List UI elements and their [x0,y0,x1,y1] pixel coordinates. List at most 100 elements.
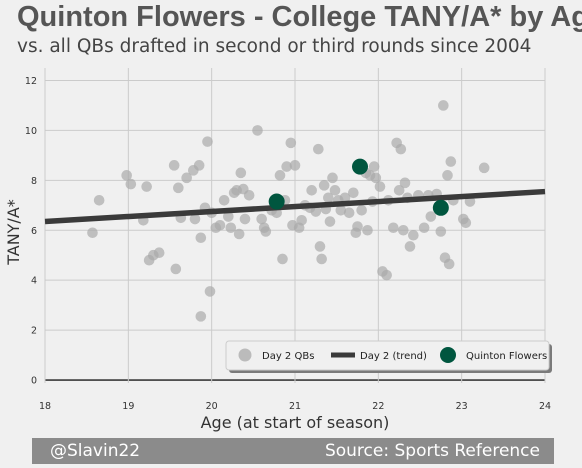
day2-qb-point [168,160,180,171]
chart-subtitle: vs. all QBs drafted in second or third r… [17,36,532,57]
day2-qb-point [181,172,192,184]
day2-qb-point [274,170,286,181]
day2-qb-point [195,311,207,322]
day2-qb-point [339,192,351,204]
data-points [87,100,490,322]
day2-qb-point [370,172,382,184]
y-tick-label: 8 [31,176,37,187]
legend-label-flowers: Quinton Flowers [466,351,547,362]
day2-qb-point [395,143,407,155]
day2-qb-point [348,187,359,199]
footer-credit: @Slavin22 [50,441,141,461]
flowers-point [268,193,285,210]
x-tick-label: 20 [206,401,218,412]
legend-marker-flowers [440,347,456,363]
y-tick-label: 4 [31,276,37,287]
day2-qb-point [399,177,411,189]
day2-qb-point [235,167,247,179]
day2-qb-point [314,241,326,252]
day2-qb-point [324,216,336,227]
footer-source: Source: Sports Reference [324,441,540,461]
grid-lines [44,68,546,383]
day2-qb-point [398,224,409,236]
day2-qb-point [121,170,132,181]
day2-qb-point [233,228,245,240]
day2-qb-point [239,213,251,225]
day2-qb-point [189,213,201,225]
day2-qb-point [281,161,292,172]
y-tick-label: 12 [25,76,37,87]
legend-marker-day2 [238,348,252,362]
day2-qb-point [204,286,216,297]
flowers-point [352,158,368,175]
day2-qb-point [289,160,301,171]
day2-qb-point [313,143,324,155]
day2-qb-point [202,136,213,147]
day2-qb-point [285,137,297,149]
trend-line [44,188,546,225]
day2-qb-point [173,182,184,194]
legend-label-day2: Day 2 QBs [262,351,314,362]
day2-qb-point [368,161,380,172]
trend-line-day2 [44,188,546,225]
day2-qb-point [296,214,307,226]
day2-qb-point [438,100,449,111]
day2-qb-point [87,227,98,239]
day2-qb-point [442,170,453,181]
x-tick-label: 18 [39,401,51,412]
day2-qb-point [381,269,392,281]
day2-qb-point [125,178,137,190]
day2-qb-point [404,241,416,252]
day2-qb-point [393,185,405,196]
day2-qb-point [445,156,457,167]
day2-qb-point [193,160,205,171]
day2-qb-point [218,194,230,206]
x-axis-label: Age (at start of season) [201,413,390,432]
chart-title: Quinton Flowers - College TANY/A* by Age [17,1,582,33]
day2-qb-point [141,181,152,192]
x-tick-label: 22 [372,401,384,412]
day2-qb-point [425,211,437,222]
highlight-points [268,158,449,216]
y-tick-label: 2 [31,326,37,337]
x-tick-label: 23 [456,401,468,412]
day2-qb-point [435,226,447,237]
day2-qb-point [374,181,386,192]
day2-qb-point [478,162,490,174]
day2-qb-point [310,206,322,217]
day2-qb-point [335,204,347,216]
day2-qb-point [170,263,182,275]
day2-qb-point [343,207,355,219]
day2-qb-point [460,217,472,229]
x-tick-label: 19 [122,401,134,412]
day2-qb-point [323,192,334,204]
day2-qb-point [318,180,330,191]
y-axis-label: TANY/A* [4,199,23,266]
day2-qb-point [256,213,267,225]
x-tick-label: 21 [289,401,301,412]
day2-qb-point [243,190,255,201]
day2-qb-point [225,222,237,234]
day2-qb-point [306,185,317,196]
day2-qb-point [316,253,327,265]
day2-qb-point [418,222,430,234]
footer-bar: @Slavin22 Source: Sports Reference [32,438,554,464]
y-tick-label: 6 [31,226,37,237]
y-tick-label: 10 [25,126,37,137]
legend: Day 2 QBs Day 2 (trend) Quinton Flowers [225,340,552,373]
day2-qb-point [214,219,226,231]
day2-qb-point [252,125,263,136]
day2-qb-point [260,226,272,237]
x-tick-label: 24 [539,401,551,412]
day2-qb-point [195,232,207,244]
day2-qb-point [362,224,373,236]
day2-qb-point [277,253,288,265]
day2-qb-point [327,172,338,184]
legend-box [225,340,550,371]
day2-qb-point [356,204,367,216]
day2-qb-point [352,221,363,232]
day2-qb-point [408,229,419,241]
day2-qb-point [388,222,399,234]
